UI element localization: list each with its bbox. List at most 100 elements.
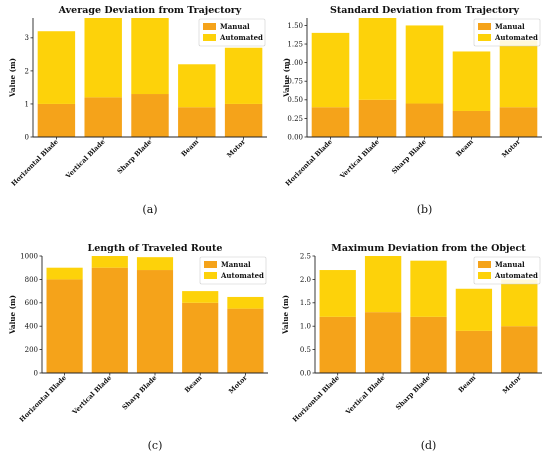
y-tick-label: 2.5 xyxy=(300,252,311,260)
bar-automated-1 xyxy=(91,256,128,268)
bar-automated-1 xyxy=(84,18,122,98)
bar-automated-3 xyxy=(455,288,493,331)
legend-label-manual: Manual xyxy=(221,260,251,269)
y-tick-label: 0 xyxy=(25,133,29,141)
panel-caption: (c) xyxy=(148,439,163,452)
y-tick-label: 1.0 xyxy=(300,323,311,331)
bar-manual-3 xyxy=(455,330,493,373)
bar-automated-4 xyxy=(499,40,538,108)
chart-title: Maximum Deviation from the Object xyxy=(331,243,526,254)
bar-manual-1 xyxy=(364,312,402,373)
x-tick-label: Motor xyxy=(501,373,523,395)
legend-label-automated: Automated xyxy=(494,271,538,280)
bar-manual-1 xyxy=(84,97,122,137)
legend-swatch-manual xyxy=(203,23,216,30)
bar-automated-4 xyxy=(227,296,264,309)
bar-manual-0 xyxy=(311,107,350,137)
y-tick-label: 1.50 xyxy=(287,22,303,30)
legend-swatch-manual xyxy=(204,261,217,268)
bar-automated-1 xyxy=(364,256,402,313)
legend-swatch-automated xyxy=(478,34,491,41)
bar-manual-0 xyxy=(46,279,83,373)
bar-automated-1 xyxy=(358,18,397,100)
x-tick-label: Vertical Blade xyxy=(338,138,381,181)
legend-label-automated: Automated xyxy=(219,33,263,42)
bar-manual-0 xyxy=(37,103,76,137)
bar-manual-2 xyxy=(136,270,174,373)
x-tick-label: Beam xyxy=(457,374,478,395)
x-tick-label: Horizontal Blade xyxy=(291,374,341,424)
legend-swatch-manual xyxy=(478,23,491,30)
bar-automated-0 xyxy=(311,32,350,108)
y-axis-label: Value (m) xyxy=(8,58,17,98)
panel-caption: (b) xyxy=(417,203,433,216)
x-tick-label: Beam xyxy=(454,138,475,159)
legend-label-automated: Automated xyxy=(494,33,538,42)
y-tick-label: 0.50 xyxy=(287,96,303,104)
bar-manual-0 xyxy=(319,316,356,373)
chart-panel-1: Standard Deviation from Trajectory Horizo… xyxy=(282,5,542,216)
x-tick-label: Horizontal Blade xyxy=(18,374,68,424)
y-tick-label: 1.00 xyxy=(287,59,303,67)
y-tick-label: 600 xyxy=(25,299,38,307)
bar-automated-4 xyxy=(224,47,263,104)
chart-panel-3: Maximum Deviation from the Object Horizon… xyxy=(281,243,542,452)
y-tick-label: 0.00 xyxy=(287,133,303,141)
bar-automated-2 xyxy=(410,260,447,317)
bar-manual-2 xyxy=(405,103,444,137)
bar-automated-2 xyxy=(136,257,174,271)
y-tick-label: 2.0 xyxy=(300,276,311,284)
chart-title: Average Deviation from Trajectory xyxy=(58,5,242,16)
chart-title: Length of Traveled Route xyxy=(88,243,223,254)
chart-panel-2: Length of Traveled Route Horizontal Blade… xyxy=(8,243,268,452)
x-tick-label: Motor xyxy=(225,137,247,159)
x-tick-label: Sharp Blade xyxy=(394,374,432,412)
bar-manual-4 xyxy=(224,103,263,137)
y-tick-label: 400 xyxy=(25,323,38,331)
bar-manual-2 xyxy=(410,316,447,373)
y-tick-label: 800 xyxy=(25,276,38,284)
y-tick-label: 1000 xyxy=(20,252,38,260)
x-tick-label: Sharp Blade xyxy=(116,138,154,176)
x-tick-label: Vertical Blade xyxy=(63,138,106,181)
x-tick-label: Vertical Blade xyxy=(70,374,113,417)
legend-label-manual: Manual xyxy=(220,22,250,31)
x-tick-label: Motor xyxy=(227,373,249,395)
bar-automated-2 xyxy=(405,25,444,104)
bar-manual-1 xyxy=(358,99,397,137)
legend-swatch-manual xyxy=(478,261,491,268)
y-tick-label: 1 xyxy=(25,100,29,108)
x-tick-label: Horizontal Blade xyxy=(10,138,60,188)
y-tick-label: 200 xyxy=(25,346,38,354)
x-tick-label: Sharp Blade xyxy=(390,138,428,176)
y-tick-label: 0.5 xyxy=(300,346,311,354)
panel-caption: (d) xyxy=(421,439,437,452)
bar-manual-3 xyxy=(178,107,216,137)
legend-swatch-automated xyxy=(204,272,217,279)
bar-automated-0 xyxy=(46,267,83,280)
y-axis-label: Value (m) xyxy=(282,58,291,98)
panel-caption: (a) xyxy=(142,203,157,216)
y-tick-label: 0.25 xyxy=(287,115,303,123)
bar-manual-4 xyxy=(227,308,264,373)
bar-automated-0 xyxy=(37,31,76,104)
bar-automated-4 xyxy=(501,279,538,327)
x-tick-label: Motor xyxy=(500,137,522,159)
bar-automated-3 xyxy=(452,51,491,111)
chart-panel-0: Average Deviation from Trajectory Horizon… xyxy=(8,5,267,216)
y-tick-label: 1.25 xyxy=(287,40,303,48)
y-axis-label: Value (m) xyxy=(8,295,17,335)
bar-manual-1 xyxy=(91,267,128,373)
bar-automated-2 xyxy=(131,18,169,95)
chart-title: Standard Deviation from Trajectory xyxy=(330,5,520,16)
y-tick-label: 0.75 xyxy=(287,78,303,86)
bar-automated-3 xyxy=(182,291,219,303)
y-tick-label: 0 xyxy=(34,369,38,377)
legend-label-manual: Manual xyxy=(495,22,525,31)
bar-automated-3 xyxy=(178,64,216,108)
bar-manual-2 xyxy=(131,94,169,137)
y-tick-label: 0.0 xyxy=(300,369,311,377)
x-tick-label: Beam xyxy=(180,138,201,159)
legend-label-manual: Manual xyxy=(495,260,525,269)
